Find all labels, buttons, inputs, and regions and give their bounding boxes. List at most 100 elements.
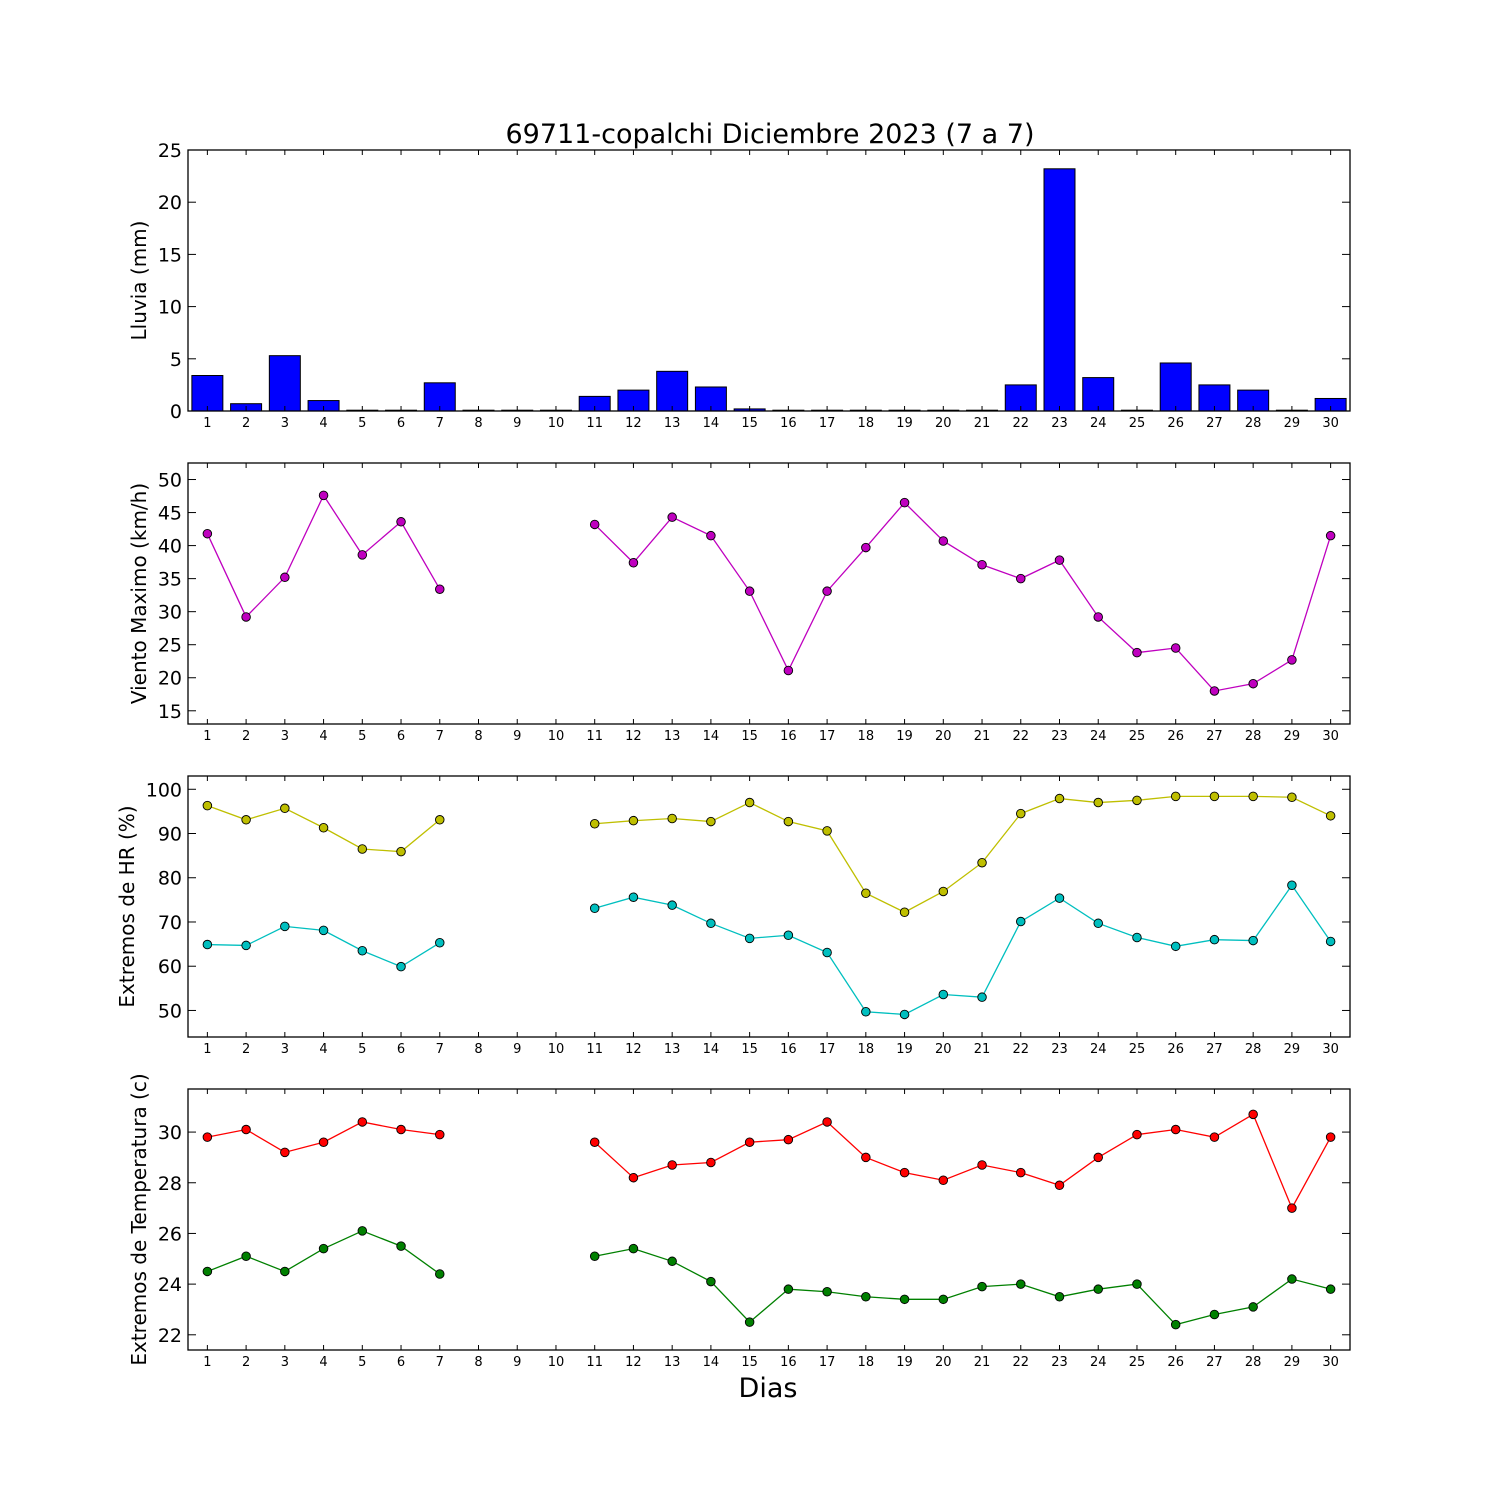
data-point [318,823,329,833]
y-tick-label: 15 [158,701,182,723]
data-point [1170,1124,1181,1135]
x-tick-label: 28 [1245,1042,1262,1057]
x-tick-label: 29 [1284,729,1301,744]
data-point [202,1266,213,1277]
x-tick-label: 18 [858,1042,875,1057]
y-tick-label: 0 [170,401,182,423]
data-point [1325,1284,1336,1294]
x-tick-label: 11 [586,1355,603,1370]
plot-frame [187,149,1351,412]
data-point [435,1129,445,1140]
x-tick-label: 2 [242,729,250,744]
data-point [822,826,832,836]
data-point [899,497,910,508]
data-point [706,918,716,929]
x-tick-label: 3 [281,416,289,431]
bar [1082,377,1115,412]
x-tick-label: 13 [664,1355,681,1370]
x-tick-label: 13 [664,1042,681,1057]
data-point [977,1281,987,1292]
y-tick-label: 28 [158,1173,182,1195]
data-point [938,989,949,1000]
x-tick-label: 23 [1051,1355,1068,1370]
x-tick-label: 15 [741,1042,758,1057]
data-point [280,1147,290,1158]
data-point [241,1251,251,1261]
x-tick-label: 20 [935,1355,952,1370]
x-tick-label: 27 [1206,729,1223,744]
data-point [1016,808,1026,819]
series-line [206,494,1332,692]
x-tick-label: 9 [513,1042,521,1057]
x-tick-label: 16 [780,1355,797,1370]
x-tick-label: 3 [281,1355,289,1370]
panel-2: 1 2 3 4 5 6 7 8 9 10 11 12 13 14 15 16 17 18 19 20 21 22 23 24 2… [127,462,1351,744]
x-tick-label: 15 [741,729,758,744]
x-tick-label: 2 [242,416,250,431]
data-point [706,530,716,541]
data-point [1170,791,1181,802]
series-1 [191,168,1347,412]
x-tick-label: 19 [896,729,913,744]
y-axis-label: Extremos de HR (%) [115,805,139,1007]
x-tick-label: 26 [1167,1042,1184,1057]
x-tick-label: 30 [1322,1355,1339,1370]
x-tick-label: 8 [474,1042,482,1057]
x-tick-label: 20 [935,729,952,744]
x-tick-label: 30 [1322,1042,1339,1057]
data-point [1054,1180,1065,1191]
data-point [1132,795,1142,806]
y-tick-label: 70 [158,912,182,934]
data-point [357,550,368,560]
data-point [667,900,677,910]
data-point [1248,1109,1258,1120]
y-tick-label: 20 [158,192,182,214]
x-tick-label: 15 [741,416,758,431]
x-tick-label: 24 [1090,1355,1107,1370]
y-tick-label: 60 [158,956,182,978]
x-tick-label: 25 [1129,1042,1146,1057]
data-point [202,1132,213,1142]
x-tick-label: 3 [281,1042,289,1057]
x-tick-label: 1 [203,416,211,431]
x-tick-label: 1 [203,1355,211,1370]
data-point [783,1284,794,1294]
x-tick-label: 10 [548,1042,565,1057]
data-point [861,1292,871,1302]
x-tick-label: 12 [625,1042,642,1057]
y-tick-label: 22 [158,1325,182,1347]
panels: 1 2 3 4 5 6 7 8 9 10 11 12 13 14 15 16 17 18 19 20 21 22 23 24 2… [115,140,1351,1370]
x-tick-label: 2 [242,1355,250,1370]
bar [268,355,301,412]
x-tick-label: 10 [548,1355,565,1370]
x-tick-label: 22 [1012,416,1029,431]
data-point [318,1137,329,1147]
data-point [822,1286,832,1297]
data-point [706,816,716,827]
data-point [1093,918,1103,929]
data-point [280,1266,290,1277]
data-point [1016,1167,1026,1178]
data-point [280,572,290,583]
x-tick-label: 28 [1245,1355,1262,1370]
data-point [396,846,406,857]
data-point [1248,1302,1258,1312]
x-tick-label: 13 [664,729,681,744]
x-tick-label: 23 [1051,416,1068,431]
data-point [744,1317,755,1327]
data-point [899,907,910,918]
bar [1159,362,1192,412]
x-tick-label: 16 [780,1042,797,1057]
y-tick-label: 20 [158,668,182,690]
bar [656,370,689,412]
data-point [589,903,600,914]
data-point [1016,573,1026,584]
data-point [396,961,406,972]
data-point [396,1241,406,1251]
x-tick-label: 17 [819,1042,836,1057]
panel-4: 1 2 3 4 5 6 7 8 9 10 11 12 13 14 15 16 17 18 19 20 21 22 23 24 2… [127,1073,1351,1370]
data-point [396,1124,406,1135]
data-point [1170,1319,1181,1330]
data-point [938,1175,949,1185]
x-tick-label: 12 [625,1355,642,1370]
